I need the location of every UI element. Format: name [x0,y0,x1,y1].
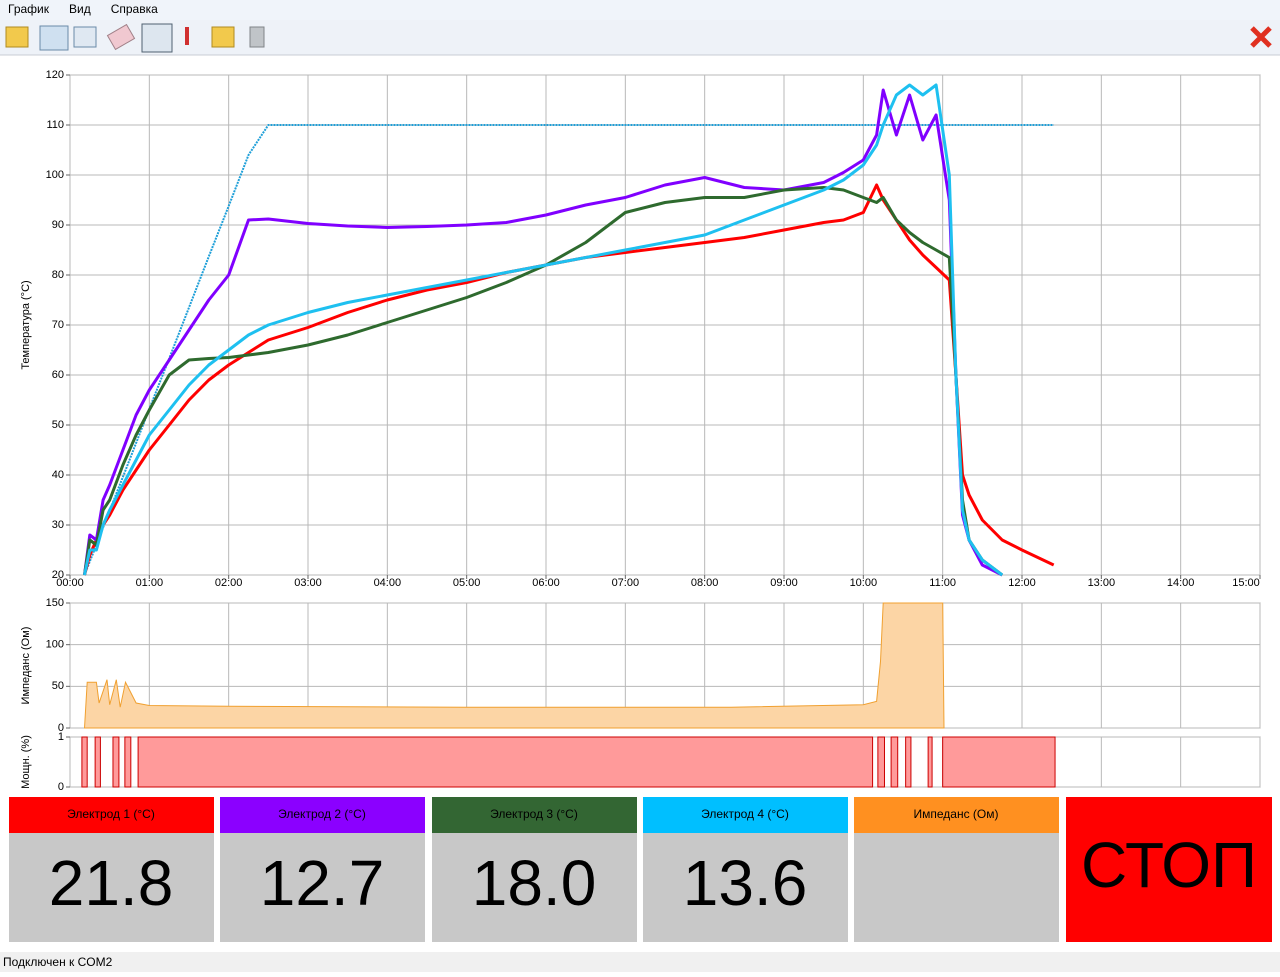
y-tick-label: 0 [58,722,64,734]
panel-value: 13.6 [683,847,808,919]
x-tick-label: 15:00 [1232,577,1260,589]
open-button[interactable] [5,26,29,48]
y-axis-label: Импеданс (Ом) [20,627,32,705]
x-tick-label: 07:00 [612,577,640,589]
y-tick-label: 100 [46,169,64,181]
stop-label[interactable]: СТОП [1081,829,1257,901]
power-bar [927,736,933,788]
y-tick-label: 50 [52,419,64,431]
x-tick-label: 04:00 [374,577,402,589]
panel-title: Импеданс (Ом) [914,807,999,821]
x-tick-label: 03:00 [294,577,322,589]
x-tick-label: 12:00 [1008,577,1036,589]
connect-button[interactable] [249,26,265,48]
y-tick-label: 1 [58,731,64,743]
readout-panels: Электрод 1 (°C) 21.8 Электрод 2 (°C) 12.7 Эл… [9,797,1059,942]
menu-bar [0,0,1280,20]
y-tick-label: 120 [46,69,64,81]
y-tick-label: 110 [46,119,64,131]
y-tick-label: 70 [52,319,64,331]
panel-value: 18.0 [472,847,597,919]
x-tick-label: 09:00 [770,577,798,589]
power-bar [94,736,101,788]
x-tick-label: 05:00 [453,577,481,589]
x-tick-label: 13:00 [1088,577,1116,589]
y-tick-label: 20 [52,569,64,581]
panel-header [643,797,848,833]
x-tick-label: 14:00 [1167,577,1195,589]
export-button[interactable] [211,26,235,48]
power-bar [877,736,885,788]
power-bar [905,736,912,788]
panel-body [643,833,848,942]
panel-value: 21.8 [49,847,174,919]
panel-title: Электрод 1 (°C) [67,807,155,821]
x-tick-label: 02:00 [215,577,243,589]
thermometer-button[interactable] [185,27,189,45]
temperature-line [83,186,1004,577]
y-tick-label: 40 [52,469,64,481]
close-button[interactable] [1250,26,1272,48]
panel-title: Электрод 4 (°C) [701,807,789,821]
temperature-line [83,124,1054,576]
y-axis-label: Мощн. (%) [20,735,32,789]
panel-header [9,797,214,833]
power-bar [942,736,1056,788]
x-tick-label: 00:00 [56,577,84,589]
y-axis-label: Температура (°C) [20,280,32,369]
panel-body [9,833,214,942]
status-text: Подключен к COM2 [3,955,113,969]
temperature-line [83,83,1004,577]
power-bar [124,736,132,788]
panel-value: 12.7 [260,847,385,919]
menu-item[interactable]: Справка [111,2,158,16]
power-bar [112,736,120,788]
y-tick-label: 50 [52,680,64,692]
x-tick-label: 11:00 [929,577,956,589]
panel-title: Электрод 3 (°C) [490,807,578,821]
x-tick-label: 01:00 [136,577,164,589]
y-tick-label: 90 [52,219,64,231]
clear-button[interactable] [106,23,136,51]
x-tick-label: 06:00 [532,577,560,589]
x-tick-label: 08:00 [691,577,719,589]
save-image-button[interactable] [39,25,69,51]
table-button[interactable] [73,26,97,48]
power-bar [81,736,88,788]
y-tick-label: 60 [52,369,64,381]
power-bar [890,736,899,788]
y-tick-label: 30 [52,519,64,531]
menu-item[interactable]: Вид [69,2,91,16]
stop-button[interactable] [1066,797,1272,942]
panel-header [432,797,637,833]
toolbar [0,20,1280,55]
panel-body [432,833,637,942]
panel-body [854,833,1059,942]
x-tick-label: 10:00 [850,577,878,589]
status-bar [0,952,1280,972]
chart-button[interactable] [141,23,173,53]
menu: График Вид Справка [8,2,158,16]
power-bar [137,736,874,788]
panel-header [220,797,425,833]
menu-item[interactable]: График [8,2,50,16]
temperature-line [83,88,1003,577]
y-tick-label: 0 [58,781,64,793]
y-tick-label: 100 [46,639,64,651]
panel-body [220,833,425,942]
impedance-area [83,602,945,729]
y-tick-label: 150 [46,597,64,609]
toolbar-buttons [5,23,1272,53]
panel-title: Электрод 2 (°C) [278,807,366,821]
y-tick-label: 80 [52,269,64,281]
panel-header [854,797,1059,833]
